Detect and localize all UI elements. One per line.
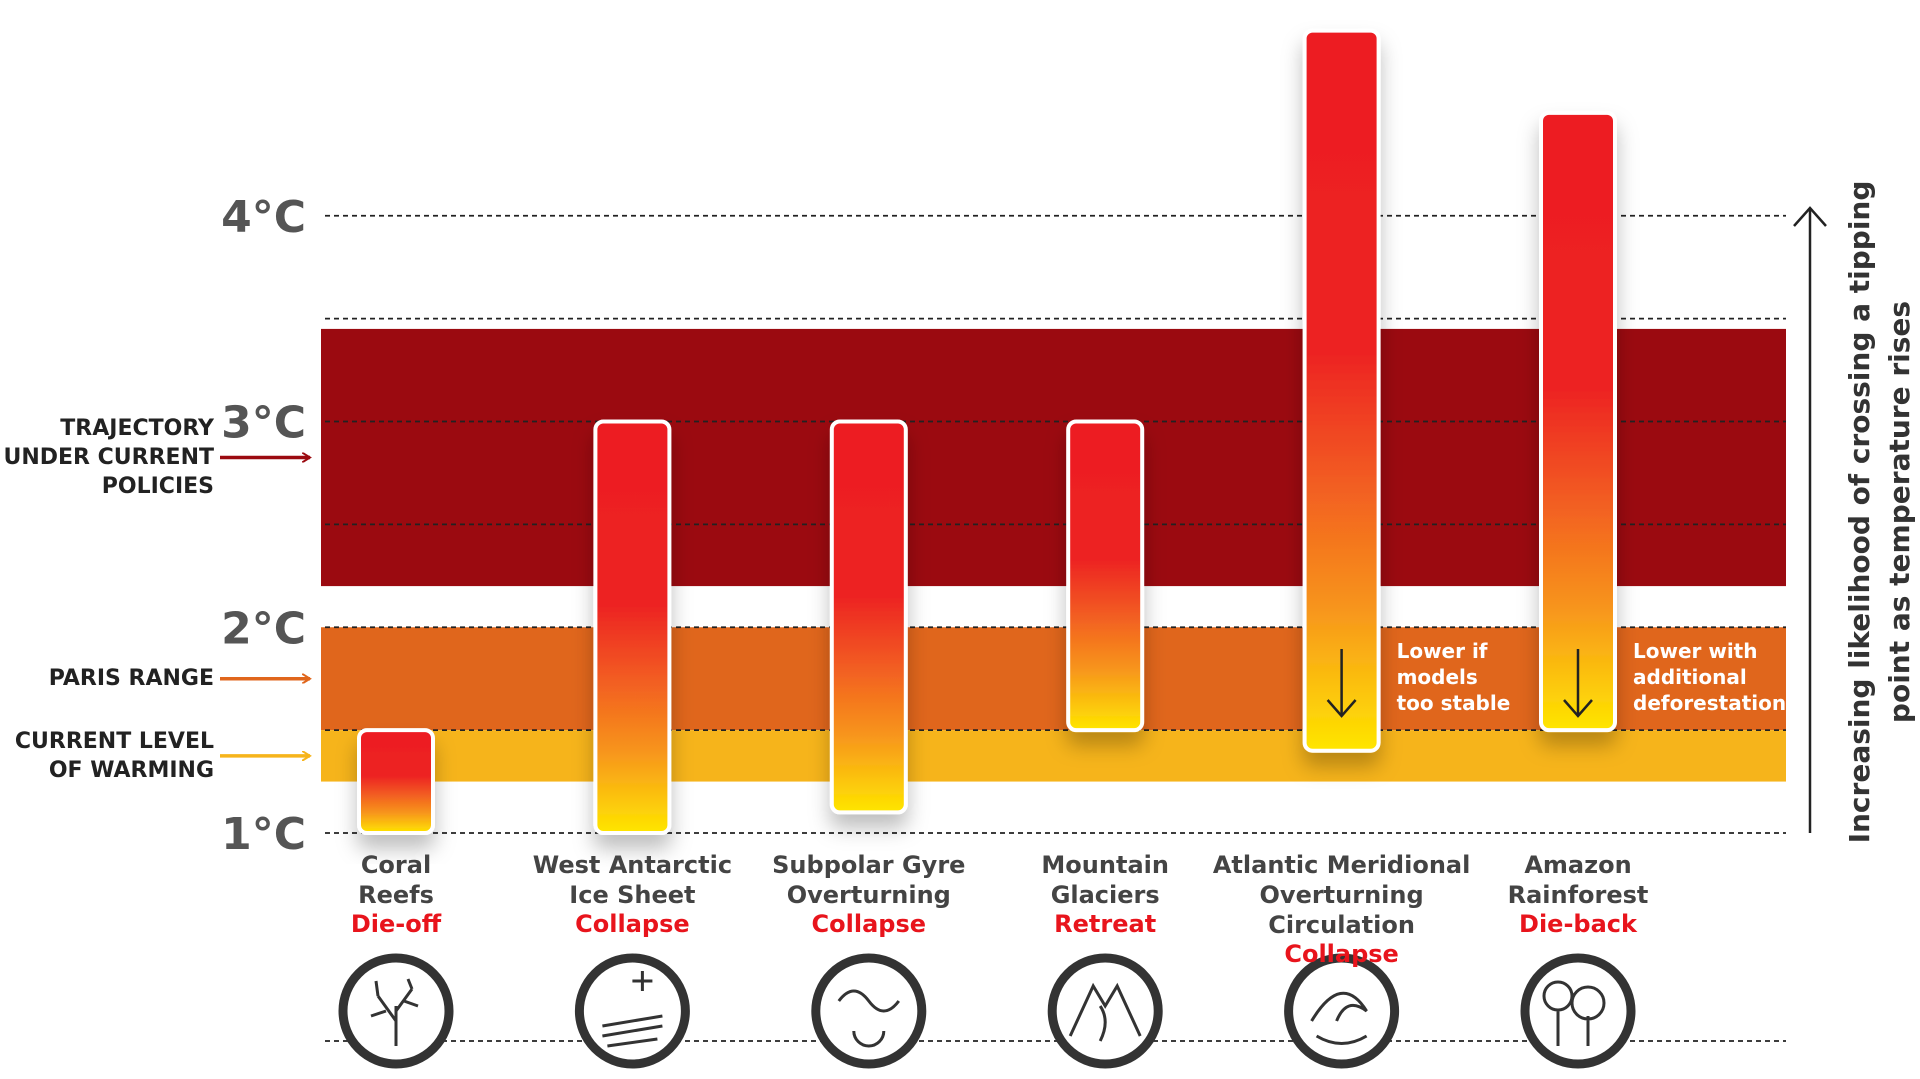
y-axis-label: Increasing likelihood of crossing a tipp…	[1843, 180, 1916, 844]
bar	[357, 728, 435, 835]
band-label: TRAJECTORY UNDER CURRENT POLICIES	[3, 416, 214, 499]
category-label: Coral Reefs	[358, 851, 434, 909]
category-label: Subpolar Gyre Overturning	[772, 851, 966, 909]
category-label: Atlantic Meridional Overturning Circulat…	[1212, 851, 1471, 939]
icon-glyph	[837, 989, 900, 1048]
bar	[593, 419, 672, 835]
likelihood-arrowhead	[1793, 206, 1827, 227]
bar	[1066, 419, 1145, 733]
category-label: Mountain Glaciers	[1041, 851, 1169, 909]
category-label: Amazon Rainforest	[1507, 851, 1649, 909]
note-arrowhead	[1563, 699, 1593, 718]
icon-ring	[574, 953, 690, 1069]
icon-ring	[811, 953, 927, 1069]
note-arrowhead	[1326, 699, 1357, 718]
y-tick-label: 1°C	[221, 809, 306, 860]
icon-glyph	[1068, 982, 1142, 1042]
status-label: Collapse	[1284, 940, 1399, 968]
status-label: Collapse	[575, 910, 690, 938]
icon-glyph	[1542, 980, 1606, 1046]
status-label: Die-off	[350, 910, 442, 938]
band-label: PARIS RANGE	[48, 666, 214, 692]
band-label: CURRENT LEVEL OF WARMING	[14, 728, 214, 783]
icon-glyph	[1310, 991, 1368, 1045]
bar	[1302, 28, 1381, 753]
bar-note: Lower with additional deforestation	[1633, 639, 1787, 715]
y-tick-label: 4°C	[221, 192, 306, 243]
bar	[1539, 110, 1617, 733]
bar-note: Lower if models too stable	[1396, 639, 1511, 715]
status-label: Die-back	[1519, 910, 1637, 938]
y-tick-label: 3°C	[221, 398, 306, 449]
bar	[829, 419, 908, 815]
category-label: West Antarctic Ice Sheet	[532, 851, 733, 909]
icon-glyph	[370, 978, 419, 1046]
band	[321, 730, 1786, 782]
status-label: Collapse	[811, 910, 927, 938]
icon-ring	[1520, 953, 1636, 1069]
icon-ring	[1047, 953, 1163, 1069]
y-tick-label: 2°C	[221, 603, 306, 654]
status-label: Retreat	[1054, 910, 1157, 938]
icon-glyph	[602, 971, 663, 1048]
icons	[338, 953, 1636, 1069]
